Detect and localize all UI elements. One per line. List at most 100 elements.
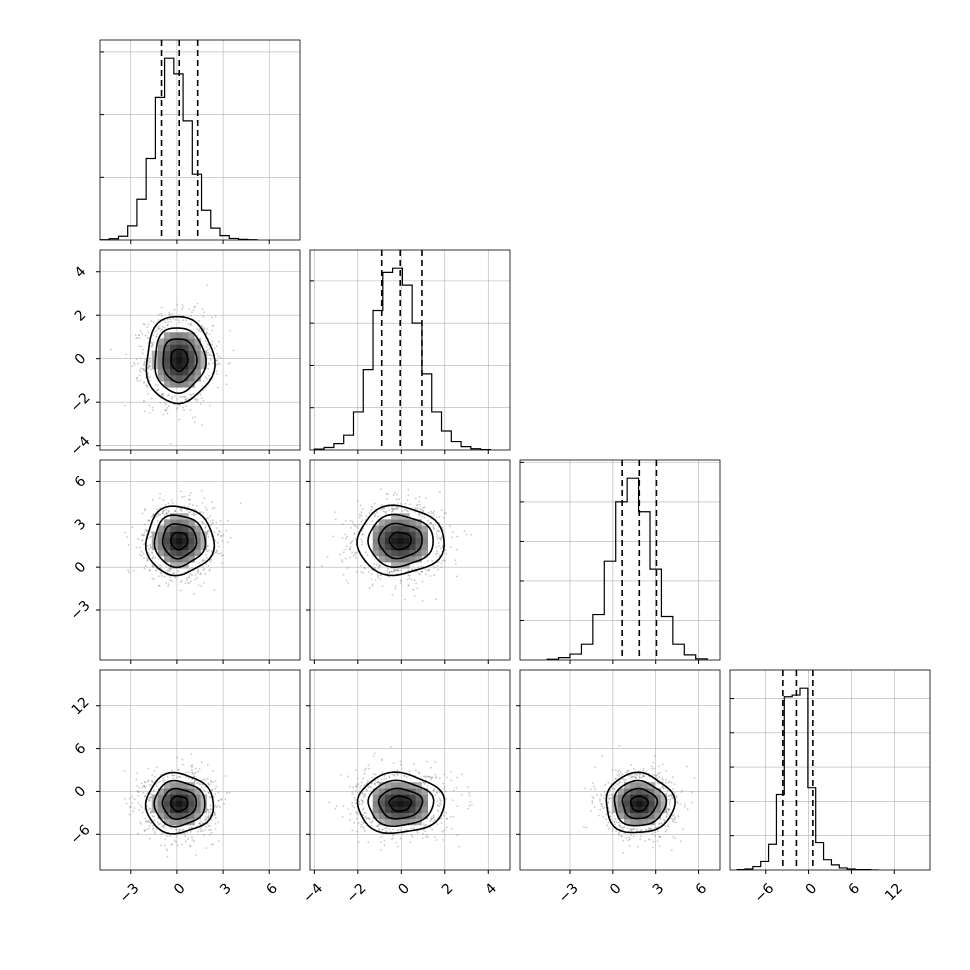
scatter-point — [166, 571, 169, 574]
scatter-point — [357, 523, 360, 526]
scatter-point — [650, 827, 653, 830]
scatter-point — [158, 584, 161, 587]
scatter-point — [208, 530, 210, 533]
density-cell — [188, 549, 195, 557]
scatter-point — [432, 511, 435, 514]
density-cell — [642, 806, 649, 814]
density-cell — [421, 788, 429, 795]
scatter-point — [149, 822, 152, 825]
scatter-point — [444, 560, 446, 563]
density-cell — [378, 537, 386, 545]
density-cell — [182, 368, 189, 376]
scatter-point — [362, 808, 365, 811]
scatter-point — [404, 502, 407, 505]
scatter-point — [445, 552, 448, 555]
scatter-point — [211, 788, 213, 791]
scatter-point — [143, 830, 146, 833]
scatter-point — [416, 503, 419, 506]
scatter-point — [204, 779, 207, 782]
scatter-point — [213, 814, 216, 816]
scatter-point — [201, 308, 204, 310]
scatter-point — [193, 421, 196, 424]
scatter-point — [166, 324, 169, 327]
density-cell — [415, 543, 422, 551]
scatter-point — [193, 840, 196, 842]
scatter-point — [220, 534, 222, 537]
scatter-point — [210, 549, 213, 552]
scatter-point — [644, 828, 647, 831]
scatter-point — [376, 781, 379, 784]
scatter-point — [651, 767, 654, 770]
density-cell — [648, 812, 655, 820]
scatter-point — [443, 511, 446, 514]
scatter-point — [670, 781, 673, 784]
density-cell — [624, 782, 631, 789]
histogram-step-line — [546, 477, 708, 660]
scatter-point — [392, 762, 395, 765]
scatter-point — [200, 830, 202, 832]
scatter-point — [167, 502, 170, 505]
scatter-point — [440, 562, 443, 565]
scatter-point — [396, 569, 399, 572]
scatter-point — [172, 317, 175, 320]
scatter-point — [380, 778, 383, 781]
scatter-point — [217, 791, 220, 794]
scatter-point — [349, 813, 352, 815]
density-cell — [176, 332, 183, 339]
scatter-point — [151, 342, 154, 345]
scatter-point — [163, 826, 166, 829]
scatter-point — [645, 829, 648, 832]
scatter-point — [228, 791, 231, 794]
scatter-point — [147, 392, 150, 395]
scatter-point — [351, 791, 354, 794]
scatter-point — [469, 800, 472, 803]
scatter-point — [676, 800, 679, 803]
scatter-point — [155, 515, 158, 518]
scatter-point — [423, 775, 425, 778]
scatter-point — [143, 567, 146, 570]
scatter-point — [157, 388, 160, 391]
scatter-point — [202, 778, 205, 781]
scatter-point — [136, 376, 139, 379]
scatter-point — [239, 502, 242, 505]
scatter-point — [396, 569, 399, 572]
scatter-point — [624, 778, 627, 781]
scatter-point — [199, 572, 202, 575]
scatter-point — [648, 827, 651, 830]
scatter-point — [159, 492, 161, 495]
density-cell — [182, 356, 189, 364]
density-cell — [372, 525, 380, 532]
scatter-point — [440, 821, 443, 824]
scatter-point — [380, 508, 383, 511]
histogram-panel-1 — [309, 249, 511, 454]
scatter-point — [371, 506, 374, 509]
scatter-point — [147, 780, 149, 783]
scatter-point — [208, 363, 210, 366]
scatter-point — [206, 550, 209, 553]
density-cell — [403, 800, 410, 807]
scatter-point — [680, 840, 682, 843]
density-cell — [176, 350, 183, 358]
scatter-point — [357, 841, 360, 843]
scatter-point — [424, 824, 427, 827]
scatter-point — [395, 508, 398, 510]
scatter-point — [170, 827, 172, 830]
density-cell — [188, 344, 195, 351]
scatter-point — [206, 343, 209, 346]
density-cell — [163, 818, 171, 826]
scatter-point — [446, 776, 449, 779]
contour-line — [170, 531, 189, 551]
scatter-point — [437, 810, 440, 812]
density-cell — [611, 806, 619, 814]
scatter-point — [203, 834, 206, 837]
density-cell — [157, 543, 165, 551]
scatter-point — [591, 795, 594, 798]
scatter-point — [433, 789, 436, 792]
scatter-point — [416, 504, 418, 507]
scatter-point — [154, 833, 156, 835]
scatter-point — [186, 577, 188, 580]
scatter-point — [149, 536, 151, 539]
scatter-point — [162, 777, 165, 780]
scatter-point — [438, 544, 441, 547]
scatter-point — [205, 563, 207, 565]
